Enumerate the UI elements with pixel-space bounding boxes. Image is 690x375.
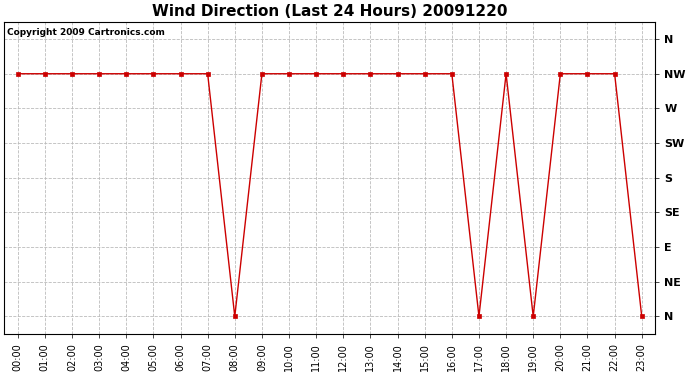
Text: Copyright 2009 Cartronics.com: Copyright 2009 Cartronics.com: [8, 28, 166, 37]
Title: Wind Direction (Last 24 Hours) 20091220: Wind Direction (Last 24 Hours) 20091220: [152, 4, 507, 19]
